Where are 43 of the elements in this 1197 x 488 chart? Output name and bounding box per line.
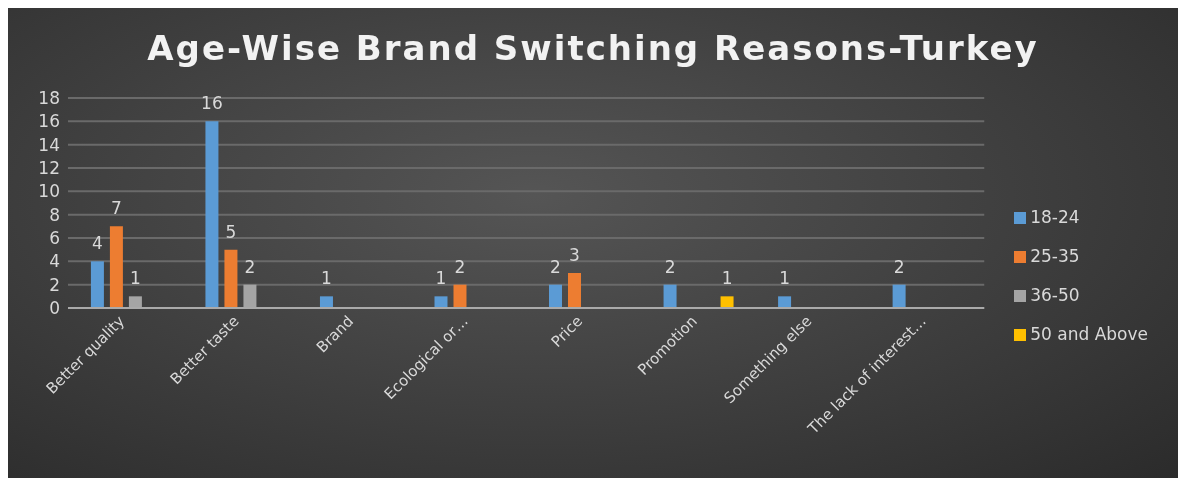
data-label: 16: [201, 93, 223, 114]
data-label: 2: [664, 256, 676, 277]
bar: [434, 296, 448, 308]
data-label: 1: [321, 268, 332, 289]
data-label: 4: [91, 233, 103, 254]
legend-label: 36-50: [1030, 284, 1080, 305]
y-tick-label: 12: [38, 158, 60, 179]
y-tick-label: 14: [38, 134, 60, 155]
y-tick-label: 18: [38, 88, 60, 109]
data-label: 1: [779, 268, 790, 289]
data-label: 2: [454, 256, 466, 277]
y-tick-label: 16: [38, 111, 60, 132]
legend-label: 50 and Above: [1030, 323, 1148, 344]
y-tick-label: 2: [49, 274, 60, 295]
bar: [205, 121, 219, 308]
bar: [663, 284, 677, 308]
data-label: 7: [110, 198, 122, 219]
data-label: 1: [435, 268, 447, 289]
data-label: 1: [129, 268, 141, 289]
bar: [109, 226, 123, 308]
bar: [453, 284, 467, 308]
bar: [549, 284, 563, 308]
data-label: 2: [550, 256, 561, 277]
bar: [720, 296, 734, 308]
bar: [224, 249, 238, 308]
bar: [319, 296, 333, 308]
y-tick-label: 10: [38, 181, 60, 202]
data-label: 1: [721, 268, 733, 289]
bar: [778, 296, 792, 308]
legend-label: 18-24: [1030, 206, 1080, 227]
y-tick-label: 6: [49, 228, 60, 249]
y-tick-label: 8: [49, 204, 60, 225]
data-label: 3: [569, 245, 580, 265]
legend-label: 25-35: [1030, 245, 1080, 266]
bar: [892, 284, 906, 308]
y-tick-label: 4: [49, 251, 60, 272]
data-label: 2: [893, 256, 905, 277]
chart-title: Age-Wise Brand Switching Reasons-Turkey: [146, 27, 1040, 70]
bar: [568, 273, 582, 308]
data-label: 5: [225, 221, 237, 242]
data-label: 2: [244, 256, 256, 277]
y-tick-label: 0: [49, 298, 60, 319]
bar: [90, 261, 104, 308]
